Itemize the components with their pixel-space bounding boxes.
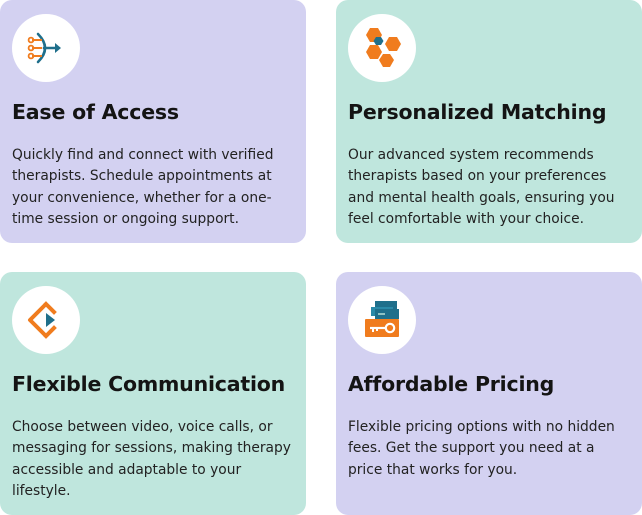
- feature-card-personalized-matching: Personalized Matching Our advanced syste…: [336, 0, 642, 243]
- diamond-play-icon: [28, 301, 57, 339]
- feature-card-affordable-pricing: Affordable Pricing Flexible pricing opti…: [336, 272, 642, 515]
- card-description: Our advanced system recommends therapist…: [348, 147, 615, 227]
- hexagons-icon: [366, 28, 401, 67]
- icon-badge: [348, 14, 416, 82]
- card-title: Personalized Matching: [348, 100, 607, 124]
- card-title: Ease of Access: [12, 100, 179, 124]
- icon-badge: [348, 286, 416, 354]
- icon-badge: [12, 286, 80, 354]
- card-description: Flexible pricing options with no hidden …: [348, 419, 615, 478]
- key-box-icon: [365, 301, 399, 337]
- card-description: Choose between video, voice calls, or me…: [12, 419, 291, 499]
- card-description: Quickly find and connect with verified t…: [12, 147, 274, 227]
- card-title: Affordable Pricing: [348, 372, 555, 396]
- icon-badge: [12, 14, 80, 82]
- feature-card-ease-of-access: Ease of Access Quickly find and connect …: [0, 0, 306, 243]
- feature-card-flexible-communication: Flexible Communication Choose between vi…: [0, 272, 306, 515]
- card-title: Flexible Communication: [12, 372, 286, 396]
- access-arrow-icon: [27, 32, 61, 64]
